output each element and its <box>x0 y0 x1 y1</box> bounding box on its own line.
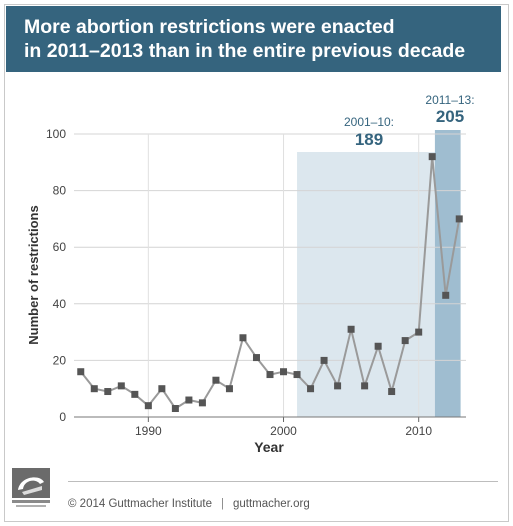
data-point <box>401 337 409 345</box>
y-tick-label: 0 <box>59 410 66 424</box>
chart-header: More abortion restrictions were enacted … <box>6 6 501 72</box>
y-tick-label: 40 <box>53 297 67 311</box>
highlight-band-1 <box>297 152 435 417</box>
x-tick-label: 2010 <box>405 424 432 438</box>
y-tick-label: 20 <box>53 353 67 367</box>
data-point <box>212 376 220 384</box>
x-axis-title: Year <box>254 439 284 455</box>
x-tick-label: 1990 <box>135 424 162 438</box>
footer-credit: © 2014 Guttmacher Institute | guttmacher.o… <box>68 498 310 510</box>
data-point <box>415 328 423 336</box>
band-value-1: 189 <box>355 130 383 149</box>
source-url-link[interactable]: guttmacher.org <box>233 498 310 510</box>
data-point <box>158 385 166 393</box>
footer-separator: | <box>221 498 224 510</box>
copyright-text: © 2014 Guttmacher Institute <box>68 498 212 510</box>
data-point <box>144 402 152 410</box>
data-point <box>455 215 463 223</box>
guttmacher-logo-icon <box>12 468 50 507</box>
data-point <box>185 396 193 404</box>
y-tick-label: 100 <box>46 127 66 141</box>
data-point <box>280 368 288 376</box>
x-tick-label: 2000 <box>270 424 297 438</box>
data-point <box>374 342 382 350</box>
footer-divider <box>68 481 498 482</box>
data-point <box>347 325 355 333</box>
data-point <box>442 291 450 299</box>
data-point <box>428 153 436 161</box>
data-point <box>90 385 98 393</box>
title-line-2: in 2011–2013 than in the entire previous… <box>24 40 466 62</box>
data-point <box>293 371 301 379</box>
band-value-2: 205 <box>436 107 464 126</box>
data-point <box>252 354 260 362</box>
data-point <box>320 356 328 364</box>
y-tick-label: 60 <box>53 240 67 254</box>
band-label-1: 2001–10: <box>344 115 394 129</box>
data-point <box>104 388 112 396</box>
data-point <box>131 390 139 398</box>
data-point <box>77 368 85 376</box>
data-point <box>266 371 274 379</box>
title-line-1: More abortion restrictions were enacted <box>24 16 395 38</box>
y-tick-label: 80 <box>53 184 67 198</box>
data-point <box>307 385 315 393</box>
band-label-2: 2011–13: <box>425 93 474 107</box>
data-point <box>198 399 206 407</box>
data-point <box>239 334 247 342</box>
data-point <box>361 382 369 390</box>
data-point <box>225 385 233 393</box>
data-point <box>171 405 179 413</box>
data-point <box>334 382 342 390</box>
data-point <box>388 388 396 396</box>
data-point <box>117 382 125 390</box>
highlight-band-2 <box>434 130 461 417</box>
y-axis-title: Number of restrictions <box>26 205 41 344</box>
